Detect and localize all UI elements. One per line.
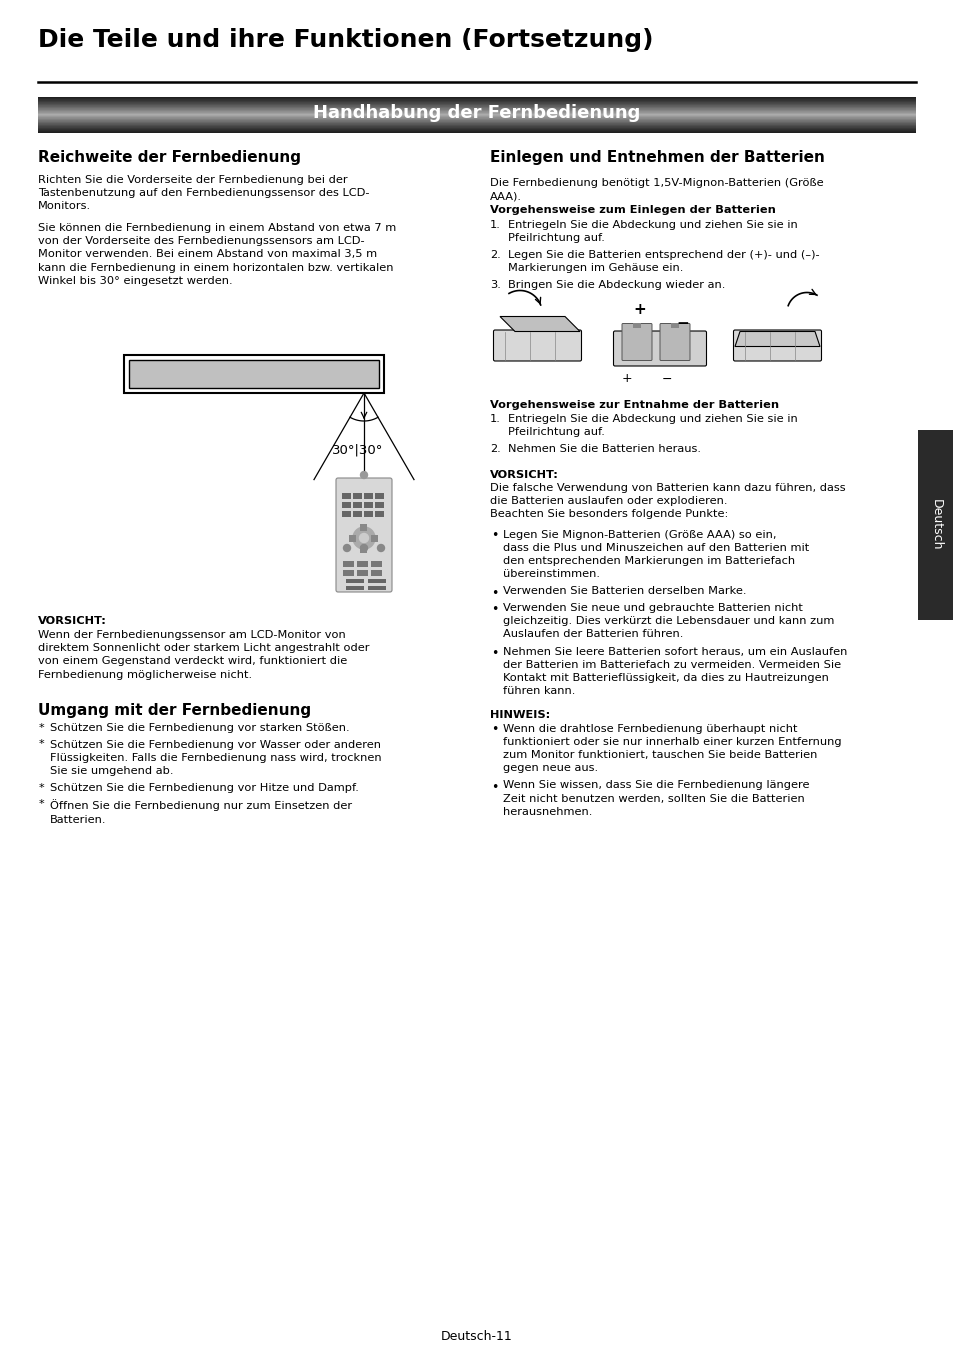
Polygon shape — [499, 316, 579, 332]
Text: Deutsch: Deutsch — [928, 500, 942, 551]
Text: −: − — [676, 316, 689, 332]
Text: 2.: 2. — [490, 444, 500, 454]
Text: 2.: 2. — [490, 250, 500, 261]
Text: Legen Sie Mignon-Batterien (Größe AAA) so ein,
dass die Plus und Minuszeichen au: Legen Sie Mignon-Batterien (Größe AAA) s… — [502, 529, 808, 579]
Text: Die Fernbedienung benötigt 1,5V-Mignon-Batterien (Größe
AAA).: Die Fernbedienung benötigt 1,5V-Mignon-B… — [490, 178, 822, 201]
Text: •: • — [491, 586, 497, 599]
Circle shape — [360, 544, 367, 552]
Text: +: + — [621, 373, 632, 386]
Bar — [124, 355, 384, 393]
Text: Handhabung der Fernbedienung: Handhabung der Fernbedienung — [313, 104, 640, 122]
Text: Verwenden Sie Batterien derselben Marke.: Verwenden Sie Batterien derselben Marke. — [502, 586, 745, 597]
Text: Vorgehensweise zum Einlegen der Batterien: Vorgehensweise zum Einlegen der Batterie… — [490, 205, 775, 215]
Text: •: • — [491, 603, 497, 616]
Text: Schützen Sie die Fernbedienung vor Hitze und Dampf.: Schützen Sie die Fernbedienung vor Hitze… — [50, 783, 358, 792]
Bar — [341, 512, 351, 517]
Text: 3.: 3. — [490, 279, 500, 290]
Bar — [375, 493, 384, 500]
Text: Nehmen Sie leere Batterien sofort heraus, um ein Auslaufen
der Batterien im Batt: Nehmen Sie leere Batterien sofort heraus… — [502, 647, 846, 697]
Bar — [341, 493, 351, 500]
Bar — [371, 535, 378, 541]
Bar — [364, 512, 373, 517]
Text: Nehmen Sie die Batterien heraus.: Nehmen Sie die Batterien heraus. — [507, 444, 700, 454]
Text: Einlegen und Entnehmen der Batterien: Einlegen und Entnehmen der Batterien — [490, 150, 824, 165]
Bar — [353, 502, 361, 508]
Text: Legen Sie die Batterien entsprechend der (+)- und (–)-
Markierungen im Gehäuse e: Legen Sie die Batterien entsprechend der… — [507, 250, 819, 273]
Bar — [375, 502, 384, 508]
Text: *: * — [39, 724, 45, 733]
Text: HINWEIS:: HINWEIS: — [490, 710, 550, 720]
Bar — [364, 502, 373, 508]
Text: *: * — [39, 783, 45, 792]
Circle shape — [377, 544, 384, 552]
Text: Wenn Sie wissen, dass Sie die Fernbedienung längere
Zeit nicht benutzen werden, : Wenn Sie wissen, dass Sie die Fernbedien… — [502, 780, 809, 817]
Text: Schützen Sie die Fernbedienung vor Wasser oder anderen
Flüssigkeiten. Falls die : Schützen Sie die Fernbedienung vor Wasse… — [50, 740, 381, 776]
Text: Entriegeln Sie die Abdeckung und ziehen Sie sie in
Pfeilrichtung auf.: Entriegeln Sie die Abdeckung und ziehen … — [507, 413, 797, 436]
Text: Die Teile und ihre Funktionen (Fortsetzung): Die Teile und ihre Funktionen (Fortsetzu… — [38, 28, 653, 53]
Text: +: + — [633, 302, 646, 317]
Text: 30°|30°: 30°|30° — [332, 443, 383, 456]
Text: Wenn die drahtlose Fernbedienung überhaupt nicht
funktioniert oder sie nur inner: Wenn die drahtlose Fernbedienung überhau… — [502, 724, 841, 774]
Bar — [360, 524, 367, 531]
Bar — [375, 512, 384, 517]
Bar — [343, 562, 354, 567]
FancyBboxPatch shape — [335, 478, 392, 593]
Bar — [346, 586, 364, 590]
Bar — [129, 360, 378, 387]
Bar — [633, 323, 640, 328]
Bar — [360, 545, 367, 552]
Text: Öffnen Sie die Fernbedienung nur zum Einsetzen der
Batterien.: Öffnen Sie die Fernbedienung nur zum Ein… — [50, 799, 352, 825]
Bar — [343, 570, 354, 576]
Bar — [346, 579, 364, 583]
FancyBboxPatch shape — [733, 329, 821, 360]
Text: •: • — [491, 529, 497, 543]
Text: Schützen Sie die Fernbedienung vor starken Stößen.: Schützen Sie die Fernbedienung vor stark… — [50, 724, 349, 733]
Text: Die falsche Verwendung von Batterien kann dazu führen, dass
die Batterien auslau: Die falsche Verwendung von Batterien kan… — [490, 483, 844, 520]
Text: •: • — [491, 724, 497, 737]
Circle shape — [359, 533, 368, 543]
Text: Richten Sie die Vorderseite der Fernbedienung bei der
Tastenbenutzung auf den Fe: Richten Sie die Vorderseite der Fernbedi… — [38, 176, 369, 212]
Bar — [353, 493, 361, 500]
Bar — [670, 323, 679, 328]
Polygon shape — [734, 332, 820, 347]
Bar — [371, 562, 381, 567]
Text: •: • — [491, 647, 497, 660]
Bar — [353, 512, 361, 517]
Circle shape — [343, 544, 350, 552]
Text: •: • — [491, 780, 497, 794]
Text: Sie können die Fernbedienung in einem Abstand von etwa 7 m
von der Vorderseite d: Sie können die Fernbedienung in einem Ab… — [38, 223, 395, 286]
Text: Entriegeln Sie die Abdeckung und ziehen Sie sie in
Pfeilrichtung auf.: Entriegeln Sie die Abdeckung und ziehen … — [507, 220, 797, 243]
Text: Umgang mit der Fernbedienung: Umgang mit der Fernbedienung — [38, 703, 311, 718]
Text: *: * — [39, 740, 45, 749]
Text: 1.: 1. — [490, 413, 500, 424]
Circle shape — [360, 471, 367, 478]
FancyBboxPatch shape — [621, 324, 651, 360]
Bar — [368, 586, 386, 590]
FancyBboxPatch shape — [493, 329, 581, 360]
Text: *: * — [39, 799, 45, 810]
Bar — [364, 493, 373, 500]
Text: Vorgehensweise zur Entnahme der Batterien: Vorgehensweise zur Entnahme der Batterie… — [490, 400, 779, 409]
Text: Verwenden Sie neue und gebrauchte Batterien nicht
gleichzeitig. Dies verkürzt di: Verwenden Sie neue und gebrauchte Batter… — [502, 603, 834, 640]
Bar — [341, 502, 351, 508]
Text: Bringen Sie die Abdeckung wieder an.: Bringen Sie die Abdeckung wieder an. — [507, 279, 724, 290]
Circle shape — [353, 526, 375, 549]
Text: VORSICHT:: VORSICHT: — [490, 470, 558, 481]
Text: Deutsch-11: Deutsch-11 — [440, 1330, 513, 1343]
Text: 1.: 1. — [490, 220, 500, 230]
Bar — [368, 579, 386, 583]
Bar — [371, 570, 381, 576]
FancyBboxPatch shape — [659, 324, 689, 360]
Bar — [356, 562, 368, 567]
Bar — [349, 535, 356, 541]
Text: −: − — [661, 373, 672, 386]
FancyBboxPatch shape — [613, 331, 706, 366]
Text: VORSICHT:: VORSICHT: — [38, 616, 107, 626]
Text: Wenn der Fernbedienungssensor am LCD-Monitor von
direktem Sonnenlicht oder stark: Wenn der Fernbedienungssensor am LCD-Mon… — [38, 630, 369, 679]
Text: Reichweite der Fernbedienung: Reichweite der Fernbedienung — [38, 150, 301, 165]
Bar — [356, 570, 368, 576]
Bar — [917, 431, 953, 620]
